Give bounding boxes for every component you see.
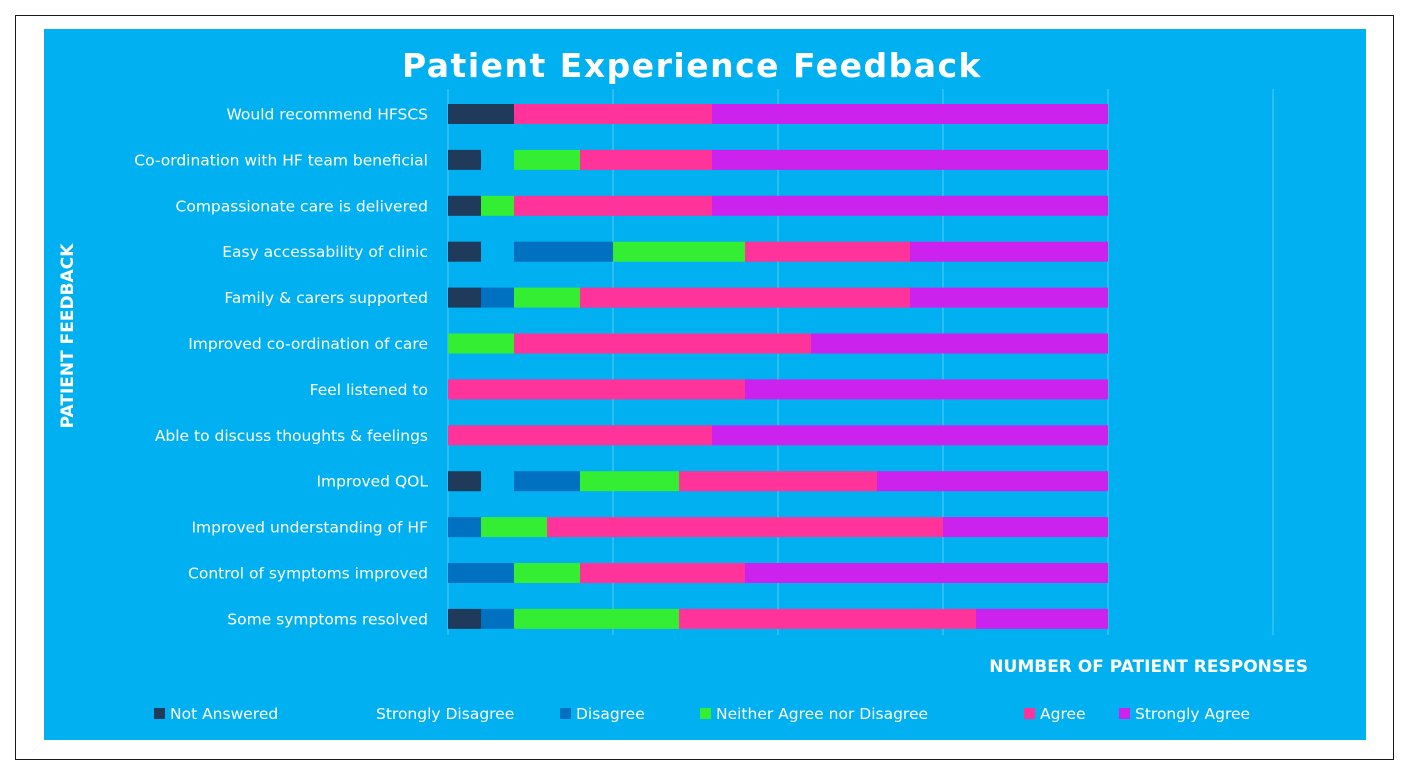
legend-swatch: [700, 708, 711, 719]
bar-segment: [514, 333, 811, 354]
legend-swatch: [560, 708, 571, 719]
bar-segment: [448, 471, 481, 492]
bar-segment: [481, 608, 514, 629]
bar-segment: [745, 241, 910, 262]
legend-swatch: [154, 708, 165, 719]
bar-segment: [613, 241, 745, 262]
bar-segment: [448, 563, 514, 583]
bar-segment: [679, 471, 877, 492]
bar-segment: [481, 241, 514, 262]
bar-segment: [514, 471, 580, 492]
bar-segment: [481, 149, 514, 170]
bars: [448, 104, 1108, 629]
category-label: Would recommend HFSCS: [227, 106, 429, 124]
bar-segment: [448, 241, 481, 262]
bar-segment: [745, 379, 1108, 400]
bar-segment: [514, 563, 580, 583]
category-label: Feel listened to: [310, 381, 428, 399]
category-label: Improved QOL: [316, 473, 428, 491]
bar-segment: [547, 517, 943, 538]
bar-segment: [712, 104, 1108, 124]
bar-segment: [712, 425, 1108, 446]
bar-segment: [448, 608, 481, 629]
category-label: Some symptoms resolved: [227, 610, 428, 628]
bar-segment: [448, 287, 481, 308]
bar-segment: [514, 608, 679, 629]
stacked-bar-chart: Patient Experience Feedback Would recomm…: [58, 46, 1308, 723]
bar-segment: [580, 563, 745, 583]
category-labels: Would recommend HFSCS Co-ordination with …: [134, 106, 428, 629]
legend-swatch: [360, 708, 371, 719]
legend-label: Agree: [1040, 705, 1086, 723]
bar-segment: [448, 425, 712, 446]
bar-segment: [910, 241, 1108, 262]
legend-label: Disagree: [576, 705, 645, 723]
bar-segment: [514, 149, 580, 170]
bar-segment: [448, 517, 481, 538]
bar-segment: [877, 471, 1108, 492]
legend-label: Strongly Disagree: [376, 705, 514, 723]
bar-segment: [448, 195, 481, 216]
bar-segment: [943, 517, 1108, 538]
bar-segment: [679, 608, 976, 629]
chart-panel: Patient Experience Feedback Would recomm…: [44, 29, 1366, 740]
bar-segment: [481, 287, 514, 308]
bar-segment: [514, 287, 580, 308]
category-label: Able to discuss thoughts & feelings: [155, 427, 428, 445]
legend: Not Answered Strongly Disagree Disagree Nei…: [154, 705, 1250, 723]
bar-segment: [448, 333, 514, 354]
category-label: Improved understanding of HF: [191, 519, 428, 537]
bar-segment: [712, 149, 1108, 170]
bar-segment: [514, 241, 613, 262]
bar-segment: [514, 104, 712, 124]
legend-label: Neither Agree nor Disagree: [716, 705, 928, 723]
bar-segment: [745, 563, 1108, 583]
legend-label: Strongly Agree: [1135, 705, 1250, 723]
category-label: Control of symptoms improved: [188, 565, 428, 583]
grid-lines: [447, 89, 1274, 635]
x-axis-title: NUMBER OF PATIENT RESPONSES: [989, 657, 1308, 677]
bar-segment: [448, 149, 481, 170]
y-axis-title: PATIENT FEEDBACK: [58, 243, 78, 429]
category-label: Co-ordination with HF team beneficial: [134, 151, 428, 169]
bar-segment: [481, 195, 514, 216]
bar-segment: [481, 517, 547, 538]
bar-segment: [514, 195, 712, 216]
category-label: Compassionate care is delivered: [176, 197, 428, 215]
bar-segment: [580, 287, 910, 308]
bar-segment: [811, 333, 1108, 354]
legend-label: Not Answered: [170, 705, 278, 723]
bar-segment: [910, 287, 1108, 308]
bar-segment: [448, 104, 514, 124]
bar-segment: [712, 195, 1108, 216]
bar-segment: [448, 379, 745, 400]
bar-segment: [481, 471, 514, 492]
bar-segment: [580, 471, 679, 492]
legend-swatch: [1119, 708, 1130, 719]
category-label: Family & carers supported: [224, 289, 428, 307]
chart-title: Patient Experience Feedback: [402, 46, 982, 85]
bar-segment: [580, 149, 712, 170]
legend-swatch: [1024, 708, 1035, 719]
category-label: Easy accessability of clinic: [222, 243, 428, 261]
category-label: Improved co-ordination of care: [188, 335, 428, 353]
bar-segment: [976, 608, 1108, 629]
